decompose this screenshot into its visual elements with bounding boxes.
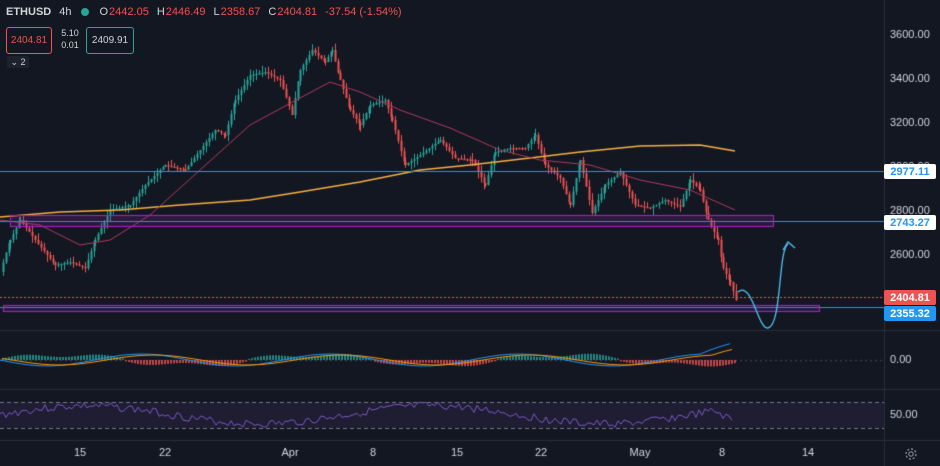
spread-top: 5.10: [61, 28, 79, 38]
sell-button[interactable]: 2404.81: [6, 27, 52, 54]
price-label-2355: 2355.32: [884, 306, 936, 321]
open-label: O: [99, 6, 109, 18]
buy-button[interactable]: 2409.91: [86, 27, 134, 54]
price-label-2977: 2977.11: [884, 164, 936, 179]
spread-display: 5.10 0.01: [58, 26, 82, 52]
close-value: 2404.81: [277, 6, 318, 18]
low-value: 2358.67: [220, 6, 261, 18]
indicator-collapse-button[interactable]: ⌄ 2: [7, 56, 29, 68]
low-label: L: [213, 6, 220, 18]
gear-icon[interactable]: [903, 446, 919, 462]
indicator-count: 2: [20, 57, 26, 67]
market-status-icon: [81, 8, 90, 16]
open-value: 2442.05: [109, 6, 149, 18]
change-value: -37.54 (-1.54%): [325, 6, 402, 18]
chevron-down-icon: ⌄: [10, 56, 18, 67]
price-label-current: 2404.81: [884, 290, 936, 305]
close-label: C: [268, 6, 277, 18]
high-label: H: [156, 6, 165, 18]
timeframe[interactable]: 4h: [59, 6, 72, 18]
high-value: 2446.49: [165, 6, 206, 18]
symbol-name[interactable]: ETHUSD: [6, 6, 52, 18]
symbol-legend: ETHUSD 4h O 2442.05 H 2446.49 L 2358.67 C 24…: [6, 6, 402, 18]
price-label-2743: 2743.27: [884, 215, 936, 230]
spread-bottom: 0.01: [61, 40, 79, 50]
